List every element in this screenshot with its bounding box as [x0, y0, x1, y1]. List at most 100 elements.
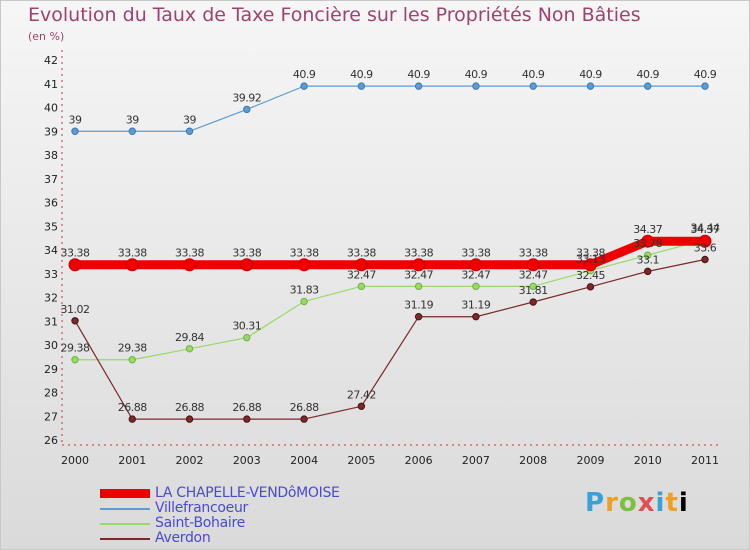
data-point — [529, 282, 537, 291]
data-label: 40.9 — [350, 68, 373, 81]
data-point — [414, 313, 423, 321]
data-label: 40.9 — [465, 68, 488, 81]
data-point — [125, 258, 139, 272]
data-label: 29.38 — [118, 342, 147, 355]
data-label: 31.81 — [519, 284, 548, 297]
data-point — [701, 255, 709, 264]
data-point — [128, 415, 136, 423]
data-label: 26.88 — [290, 401, 319, 414]
y-tick-label: 33 — [44, 268, 58, 281]
y-tick-label: 27 — [44, 410, 58, 423]
x-tick-label: 2007 — [462, 454, 490, 467]
legend-swatch-saint-bohaire — [100, 523, 150, 525]
data-point — [414, 282, 423, 291]
series-line-0 — [75, 236, 705, 270]
data-point — [243, 105, 251, 114]
data-point — [586, 82, 595, 90]
data-label: 40.9 — [694, 68, 717, 81]
y-tick-label: 42 — [44, 54, 58, 67]
legend-label-averdon: Averdon — [155, 530, 211, 546]
y-tick-label: 41 — [44, 78, 58, 91]
data-point — [128, 127, 136, 135]
data-label: 33.38 — [232, 247, 261, 260]
y-tick-label: 35 — [44, 220, 58, 233]
x-tick-label: 2008 — [519, 454, 547, 467]
data-label: 34.37 — [691, 223, 720, 236]
data-point — [583, 258, 597, 272]
data-label: 39 — [183, 113, 196, 126]
legend-swatch-la-chapelle — [100, 489, 150, 498]
data-point — [183, 258, 197, 272]
data-label: 31.19 — [461, 299, 490, 312]
data-label: 31.19 — [404, 299, 433, 312]
y-tick-label: 26 — [44, 434, 58, 447]
legend-label-villefrancoeur: Villefrancoeur — [155, 500, 248, 516]
y-tick-label: 36 — [44, 197, 58, 210]
data-label: 33.38 — [576, 247, 605, 260]
data-label: 40.9 — [407, 68, 430, 81]
data-point — [300, 297, 308, 306]
data-label: 33.38 — [118, 247, 147, 260]
y-tick-label: 34 — [44, 244, 58, 257]
data-label: 31.02 — [61, 303, 90, 316]
data-point — [698, 234, 712, 248]
data-point — [185, 415, 194, 423]
series-line-1 — [75, 85, 705, 132]
data-point — [472, 313, 480, 321]
x-tick-label: 2006 — [405, 454, 433, 467]
data-label: 40.9 — [579, 68, 602, 81]
data-point — [240, 258, 254, 272]
data-label: 29.84 — [175, 331, 204, 344]
data-point — [68, 258, 82, 272]
data-label: 32.47 — [404, 268, 433, 281]
data-label: 40.9 — [636, 68, 659, 81]
data-label: 33.78 — [633, 237, 662, 250]
data-point — [641, 234, 655, 248]
data-label: 39 — [69, 113, 82, 126]
data-point — [357, 82, 366, 90]
data-label: 26.88 — [175, 401, 204, 414]
data-point — [297, 258, 311, 272]
data-point — [300, 415, 308, 423]
data-labels-layer: 39 39 39 39.92 40.9 40.9 40.9 40.9 40.9 40.9 40.9 4… — [61, 68, 721, 414]
x-tick-label: 2000 — [61, 454, 89, 467]
data-label: 26.88 — [118, 401, 147, 414]
data-point — [472, 82, 480, 90]
data-label: 33.13 — [576, 253, 605, 266]
data-label: 32.47 — [347, 268, 376, 281]
data-label: 32.45 — [576, 269, 605, 282]
data-label: 33.1 — [636, 253, 659, 266]
y-tick-label: 28 — [44, 387, 58, 400]
data-point — [586, 283, 595, 291]
data-label: 34.37 — [633, 223, 662, 236]
legend-label-la-chapelle: LA CHAPELLE-VENDôMOISE — [155, 485, 340, 501]
y-tick-label: 31 — [44, 315, 58, 328]
data-point — [71, 356, 79, 364]
y-tick-label: 40 — [44, 102, 58, 115]
data-point — [71, 317, 79, 325]
data-label: 32.47 — [461, 268, 490, 281]
data-label: 33.6 — [694, 242, 717, 255]
y-tick-label: 37 — [44, 173, 58, 186]
data-point — [185, 345, 194, 353]
data-label: 34.44 — [691, 222, 720, 235]
y-tick-label: 38 — [44, 149, 58, 162]
chart-title: Evolution du Taux de Taxe Foncière sur l… — [28, 4, 641, 26]
data-label: 33.38 — [404, 247, 433, 260]
data-point — [243, 415, 251, 423]
y-tick-label: 39 — [44, 125, 58, 138]
data-point — [701, 82, 709, 90]
data-label: 33.38 — [347, 247, 376, 260]
data-label: 29.38 — [61, 342, 90, 355]
data-point — [300, 82, 308, 90]
data-label: 32.47 — [519, 268, 548, 281]
data-point — [472, 282, 480, 291]
data-label: 39 — [126, 113, 139, 126]
data-label: 30.31 — [232, 320, 261, 333]
x-tick-label: 2011 — [691, 454, 719, 467]
axes: 26 27 28 29 30 31 32 33 34 35 36 37 38 39 40 41 42 2000 20… — [44, 50, 720, 467]
data-point — [357, 282, 366, 291]
y-tick-label: 32 — [44, 292, 58, 305]
